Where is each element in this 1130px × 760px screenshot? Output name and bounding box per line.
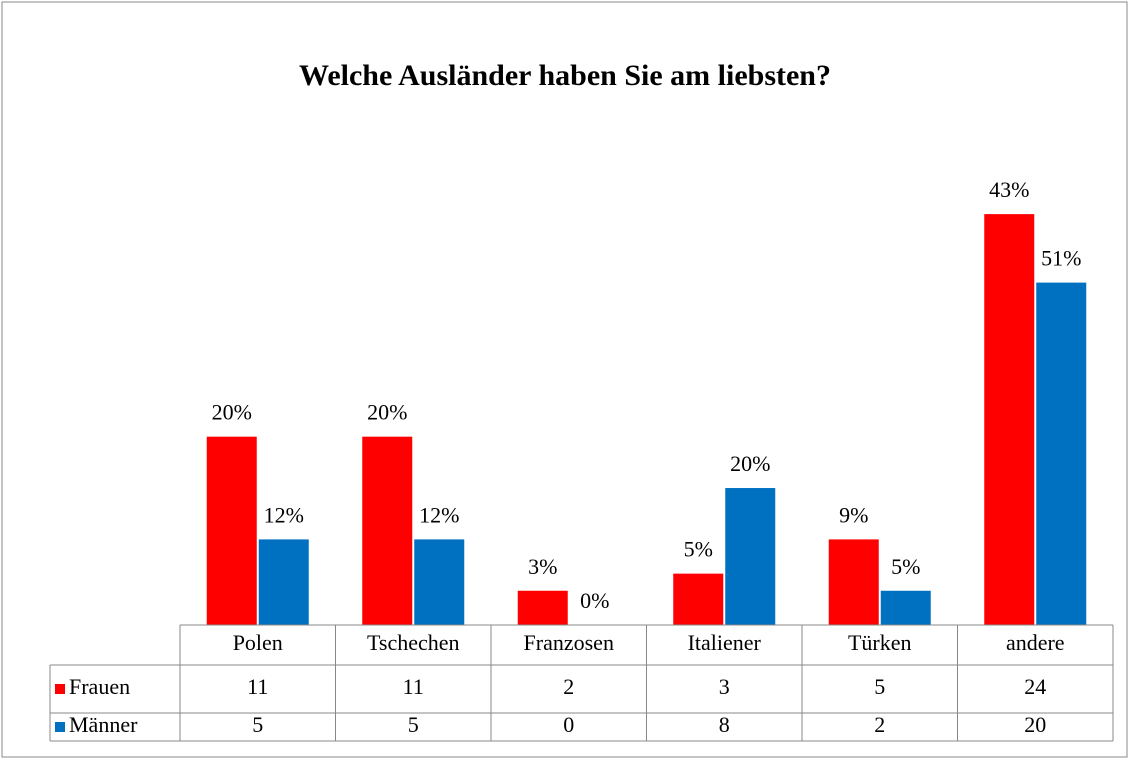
data-label: 20% — [367, 400, 407, 425]
bar — [828, 539, 879, 625]
table-value: 5 — [252, 712, 263, 737]
table-value: 11 — [247, 674, 268, 699]
data-label: 20% — [730, 451, 770, 476]
table-value: 5 — [408, 712, 419, 737]
x-tick-label: Tschechen — [367, 630, 460, 655]
table-value: 20 — [1024, 712, 1046, 737]
data-label: 51% — [1041, 246, 1081, 271]
bar — [517, 590, 568, 625]
table-value: 2 — [874, 712, 885, 737]
x-tick-label: Franzosen — [524, 630, 614, 655]
data-label: 5% — [684, 537, 713, 562]
bar — [414, 539, 465, 625]
bar — [984, 214, 1035, 625]
x-tick-label: Italiener — [688, 630, 762, 655]
data-label: 12% — [419, 502, 459, 527]
bar — [673, 573, 724, 625]
table-value: 2 — [563, 674, 574, 699]
data-label: 5% — [891, 554, 920, 579]
data-label: 12% — [264, 502, 304, 527]
bar — [1036, 282, 1087, 625]
table-value: 3 — [719, 674, 730, 699]
x-tick-label: Polen — [233, 630, 283, 655]
bar — [258, 539, 309, 625]
table-value: 24 — [1024, 674, 1046, 699]
data-label: 20% — [212, 400, 252, 425]
chart-title: Welche Ausländer haben Sie am liebsten? — [299, 59, 831, 92]
x-tick-label: Türken — [848, 630, 912, 655]
data-label: 9% — [839, 502, 868, 527]
data-label: 43% — [989, 177, 1029, 202]
legend-label: Frauen — [69, 674, 130, 699]
table-value: 11 — [403, 674, 424, 699]
table-value: 8 — [719, 712, 730, 737]
legend-label: Männer — [69, 712, 138, 737]
table-value: 5 — [874, 674, 885, 699]
legend-swatch — [55, 684, 65, 694]
x-tick-label: andere — [1006, 630, 1065, 655]
bar — [362, 436, 413, 625]
data-label: 3% — [528, 554, 557, 579]
bar — [206, 436, 257, 625]
bar — [880, 590, 931, 625]
data-label: 0% — [580, 588, 609, 613]
table-value: 0 — [563, 712, 574, 737]
legend-swatch — [55, 722, 65, 732]
bar — [725, 488, 776, 625]
